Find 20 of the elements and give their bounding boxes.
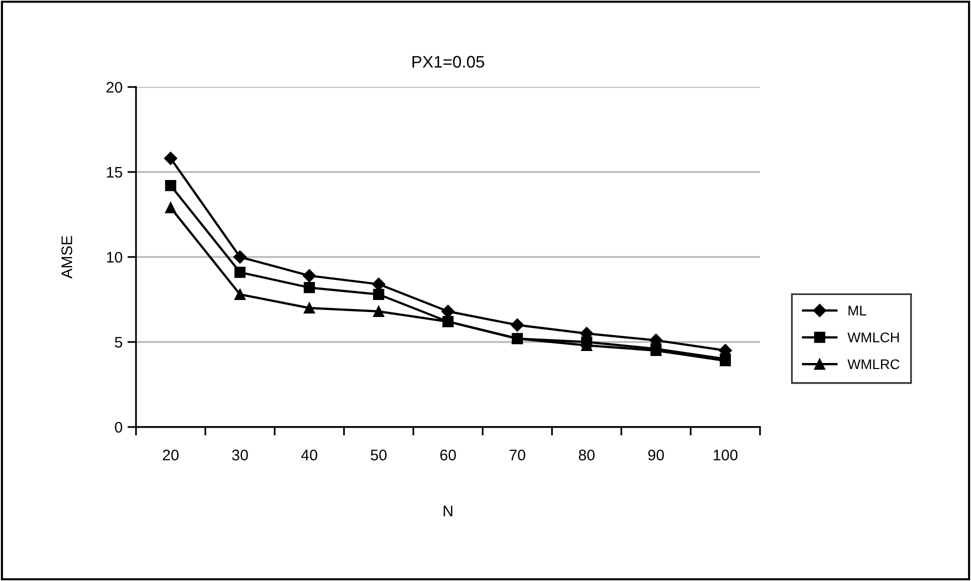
legend-label: WMLRC [848,359,900,370]
y-tick-label: 20 [106,82,122,93]
y-tick-label: 10 [106,252,122,263]
y-tick-label: 5 [114,337,122,348]
x-tick-label: 100 [714,450,738,460]
x-tick-label: 80 [578,450,595,460]
legend-label: WMLCH [848,332,899,342]
y-tick-label: 15 [106,167,122,178]
x-tick-label: 60 [440,450,456,460]
y-axis-title: AMSE [61,236,72,279]
x-tick-label: 30 [232,450,248,460]
x-tick-label: 20 [162,450,179,460]
x-tick-label: 40 [301,450,318,460]
legend-label: ML [848,306,866,316]
x-axis-title: N [444,506,452,516]
x-tick-label: 70 [510,450,526,460]
x-tick-label: 90 [648,450,664,460]
y-tick-label: 0 [114,422,122,433]
chart-title: PX1=0.05 [412,56,484,68]
x-tick-label: 50 [370,450,387,460]
